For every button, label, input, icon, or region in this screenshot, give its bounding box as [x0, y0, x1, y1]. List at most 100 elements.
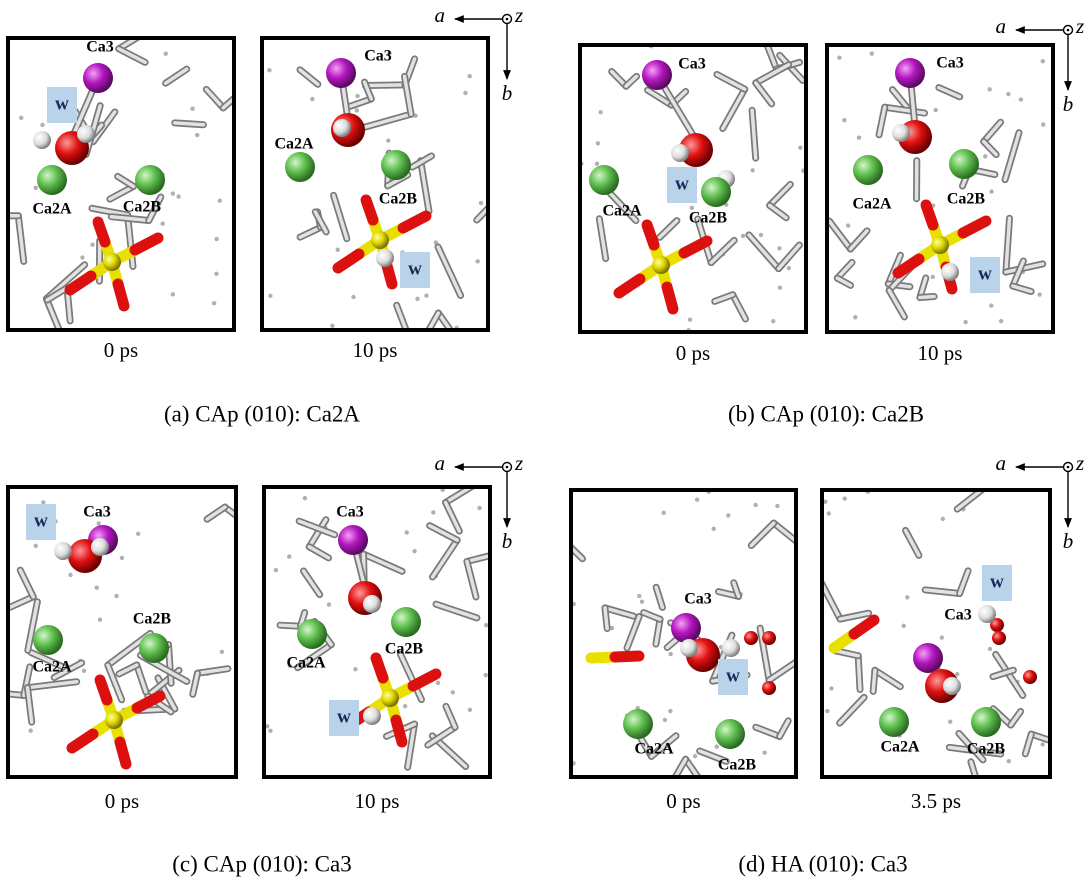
atom-dot — [1007, 759, 1011, 763]
water-label: w — [726, 665, 740, 686]
atom-dot — [941, 517, 945, 521]
atom-dot — [19, 116, 23, 120]
atom-dot — [825, 709, 829, 713]
atom-dot — [404, 530, 408, 534]
atom-label: Ca3 — [336, 504, 364, 521]
atom-label: Ca2B — [385, 641, 424, 658]
axis-origin-dot — [506, 466, 509, 469]
atom-dot — [931, 275, 935, 279]
atom-dot — [310, 97, 314, 101]
atom-dot — [750, 168, 754, 172]
axis-label: z — [514, 451, 523, 475]
bond — [120, 742, 126, 764]
caption: (d) HA (010): Ca3 — [738, 851, 907, 876]
water-label: w — [978, 263, 992, 284]
atom-dot — [662, 511, 666, 515]
atom-dot — [902, 624, 906, 628]
atom-dot — [424, 293, 428, 297]
atom-dot — [775, 504, 779, 508]
atom-dot — [164, 52, 168, 56]
time-label: 10 ps — [355, 789, 400, 813]
atom-label: Ca2B — [947, 191, 986, 208]
calcium — [326, 58, 356, 88]
atom-dot — [842, 118, 846, 122]
atom-dot — [484, 623, 488, 627]
axis-label: z — [514, 3, 523, 27]
bond — [365, 85, 405, 86]
atom-label: Ca2A — [852, 196, 892, 213]
atom-dot — [161, 221, 165, 225]
atom-dot — [693, 754, 697, 758]
atom-dot — [171, 292, 175, 296]
atom-dot — [640, 600, 644, 604]
axis-label: z — [1075, 451, 1084, 475]
bond — [920, 296, 934, 297]
bond — [615, 656, 639, 657]
atom-label: Ca2B — [379, 191, 418, 208]
sulfur — [931, 236, 949, 254]
atom-dot — [595, 161, 599, 165]
atom-dot — [477, 506, 481, 510]
time-label: 3.5 ps — [911, 789, 961, 813]
atom-dot — [336, 248, 340, 252]
caption: (b) CAp (010): Ca2B — [728, 401, 924, 426]
atom-dot — [220, 650, 224, 654]
atom-label: Ca2B — [967, 741, 1006, 758]
atom-dot — [753, 503, 757, 507]
atom-dot — [403, 704, 407, 708]
atom-dot — [80, 255, 84, 259]
time-label: 0 ps — [105, 789, 139, 813]
calcium — [83, 63, 113, 93]
atom-dot — [695, 497, 699, 501]
atom-dot — [475, 259, 479, 263]
atom-dot — [97, 521, 101, 525]
atom-dot — [484, 673, 488, 677]
hydrogen — [91, 538, 109, 556]
atom-label: Ca2B — [123, 199, 162, 216]
bond — [858, 656, 860, 690]
snapshot: Ca3wCa2ACa2B — [262, 38, 513, 356]
snapshot: Ca3wCa2ACa2B — [264, 479, 518, 777]
bond — [100, 680, 107, 700]
calcium — [879, 707, 909, 737]
subfigure: Ca3wCa2ACa2B0 psCa3wCa2ACa2B10 ps(c) CAp… — [0, 451, 523, 876]
atom-dot — [327, 602, 331, 606]
atom-dot — [846, 223, 850, 227]
atom-dot — [1041, 122, 1045, 126]
hydrogen — [978, 605, 996, 623]
atom-dot — [479, 201, 483, 205]
atom-label: Ca3 — [83, 504, 111, 521]
calcium — [913, 643, 943, 673]
atom-dot — [68, 573, 72, 577]
axis-label: a — [435, 451, 446, 475]
water-label: w — [34, 510, 48, 531]
atom-label: Ca2B — [689, 210, 728, 227]
calcium — [853, 155, 883, 185]
atom-dot — [987, 87, 991, 91]
atom-dot — [218, 199, 222, 203]
atom-label: Ca3 — [936, 55, 964, 72]
axis-label: b — [502, 529, 513, 553]
water-label: w — [990, 571, 1004, 592]
atom-dot — [1037, 292, 1041, 296]
hydrogen — [376, 249, 394, 267]
calcium — [715, 719, 745, 749]
atom-label: Ca3 — [364, 48, 392, 65]
atom-dot — [98, 617, 102, 621]
atom-dot — [171, 191, 175, 195]
atom-dot — [741, 234, 745, 238]
calcium — [949, 149, 979, 179]
hydrogen — [33, 131, 51, 149]
atom-dot — [412, 549, 416, 553]
atom-dot — [40, 123, 44, 127]
atom-dot — [351, 295, 355, 299]
atom-dot — [1019, 97, 1023, 101]
atom-dot — [468, 74, 472, 78]
atom-dot — [268, 294, 272, 298]
atom-dot — [829, 686, 833, 690]
atom-dot — [120, 556, 124, 560]
atom-label: Ca2B — [133, 611, 172, 628]
atom-dot — [663, 718, 667, 722]
calcium — [381, 150, 411, 180]
atom-dot — [787, 266, 791, 270]
